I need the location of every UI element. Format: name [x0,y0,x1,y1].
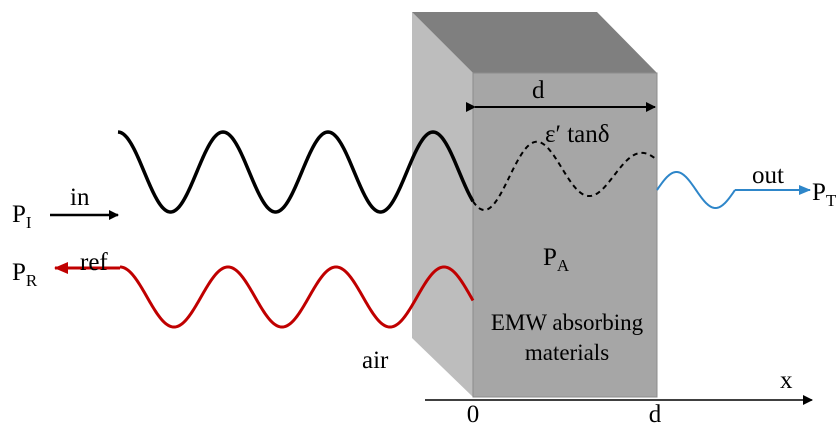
subscript: R [26,271,38,290]
ref-label: ref [80,249,108,276]
thickness-label: d [532,77,545,104]
reflected-power: PR [12,259,38,290]
subscript: I [26,213,32,232]
symbol: P [812,179,826,206]
subscript: A [557,256,570,275]
symbol: P [12,259,26,286]
axis-d: d [649,401,662,424]
material-line1: EMW absorbing [491,310,644,335]
symbol: P [543,244,557,271]
transmitted-power: PT [812,179,837,210]
in-label: in [70,184,90,211]
reflected-wave [119,265,475,329]
axis-label: x [780,367,793,394]
absorbed-power: PA [543,244,570,275]
symbol: P [12,201,26,228]
slab-side [412,12,473,397]
attenuated-wave [472,140,658,211]
subscript: T [826,191,837,210]
incident-power: PI [12,201,32,232]
air-label: air [362,347,389,374]
out-label: out [752,162,784,189]
transmitted-wave [656,171,736,209]
slab-top [412,12,657,73]
axis-origin: 0 [467,401,480,424]
parameters-label: ε′ tanδ [545,121,610,148]
slab-front [472,72,658,398]
incident-wave [117,130,475,214]
material-line2: materials [525,340,609,365]
